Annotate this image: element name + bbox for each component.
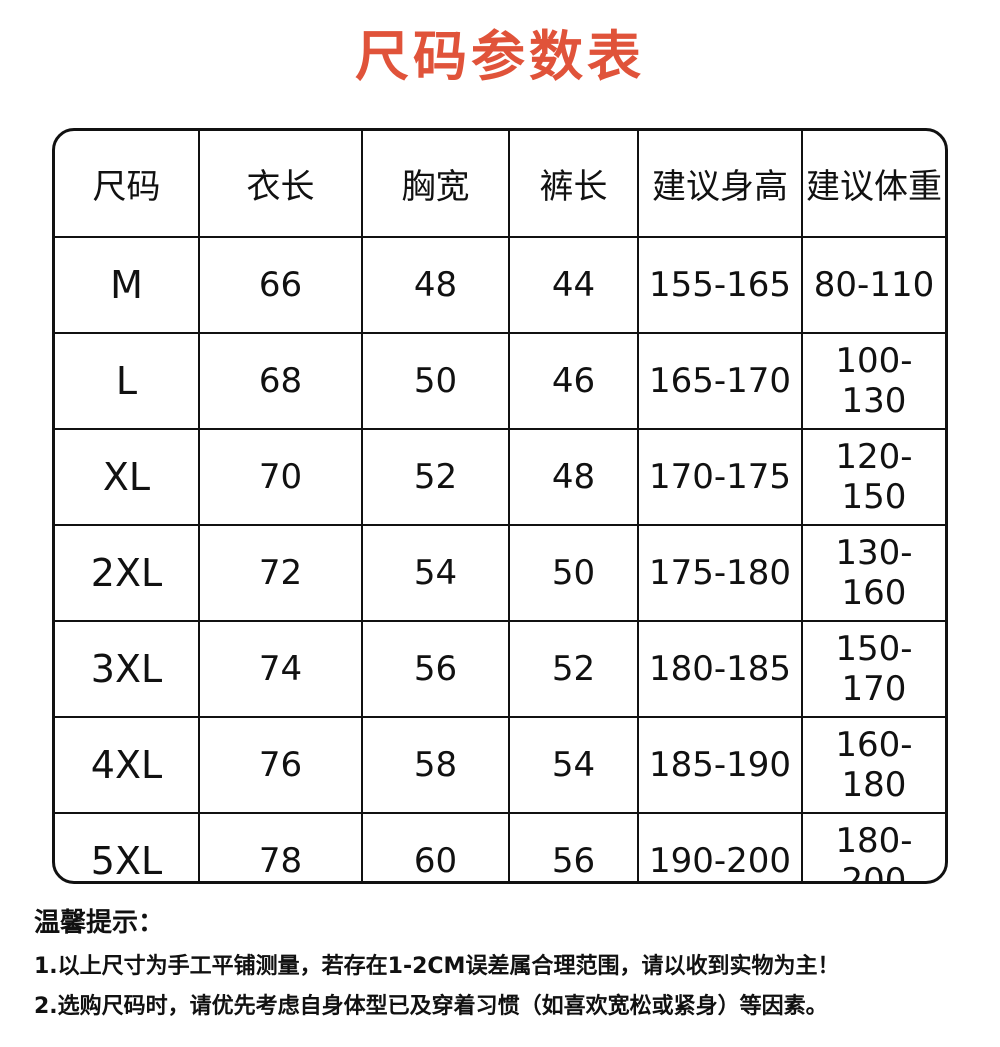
value-cell: 130-160 — [801, 524, 945, 622]
value-cell: 58 — [361, 716, 510, 814]
value-cell: 48 — [508, 428, 639, 526]
header-cell: 建议身高 — [637, 131, 803, 238]
value-cell: 80-110 — [801, 236, 945, 334]
size-cell: 5XL — [55, 812, 200, 881]
size-cell: L — [55, 332, 200, 430]
size-cell: XL — [55, 428, 200, 526]
value-cell: 54 — [361, 524, 510, 622]
size-cell: 3XL — [55, 620, 200, 718]
value-cell: 100-130 — [801, 332, 945, 430]
size-cell: 2XL — [55, 524, 200, 622]
table-row: L 68 50 46 165-170 100-130 — [55, 332, 945, 430]
value-cell: 56 — [508, 812, 639, 881]
header-cell: 裤长 — [508, 131, 639, 238]
size-table: 尺码 衣长 胸宽 裤长 建议身高 建议体重 M 66 48 44 155-165 80-1… — [52, 128, 948, 884]
value-cell: 44 — [508, 236, 639, 334]
header-cell: 尺码 — [55, 131, 200, 238]
value-cell: 46 — [508, 332, 639, 430]
value-cell: 180-200 — [801, 812, 945, 881]
value-cell: 68 — [198, 332, 363, 430]
value-cell: 76 — [198, 716, 363, 814]
value-cell: 48 — [361, 236, 510, 334]
value-cell: 185-190 — [637, 716, 803, 814]
value-cell: 74 — [198, 620, 363, 718]
value-cell: 175-180 — [637, 524, 803, 622]
value-cell: 60 — [361, 812, 510, 881]
value-cell: 56 — [361, 620, 510, 718]
header-cell: 衣长 — [198, 131, 363, 238]
value-cell: 52 — [361, 428, 510, 526]
value-cell: 54 — [508, 716, 639, 814]
note-item: 1.以上尺寸为手工平铺测量，若存在1-2CM误差属合理范围，请以收到实物为主！ — [34, 954, 840, 979]
note-item: 2.选购尺码时，请优先考虑自身体型已及穿着习惯（如喜欢宽松或紧身）等因素。 — [34, 994, 828, 1019]
notes-section: 温馨提示： 1.以上尺寸为手工平铺测量，若存在1-2CM误差属合理范围，请以收到… — [34, 902, 839, 1027]
size-cell: M — [55, 236, 200, 334]
table-row: 3XL 74 56 52 180-185 150-170 — [55, 620, 945, 718]
table-row: M 66 48 44 155-165 80-110 — [55, 236, 945, 334]
page-title: 尺码参数表 — [355, 25, 645, 88]
value-cell: 190-200 — [637, 812, 803, 881]
value-cell: 120-150 — [801, 428, 945, 526]
value-cell: 170-175 — [637, 428, 803, 526]
header-cell: 胸宽 — [361, 131, 510, 238]
value-cell: 160-180 — [801, 716, 945, 814]
notes-title: 温馨提示： — [34, 908, 165, 938]
table-row: 2XL 72 54 50 175-180 130-160 — [55, 524, 945, 622]
value-cell: 180-185 — [637, 620, 803, 718]
value-cell: 78 — [198, 812, 363, 881]
value-cell: 72 — [198, 524, 363, 622]
value-cell: 70 — [198, 428, 363, 526]
table-row: 4XL 76 58 54 185-190 160-180 — [55, 716, 945, 814]
size-cell: 4XL — [55, 716, 200, 814]
value-cell: 52 — [508, 620, 639, 718]
table-row: XL 70 52 48 170-175 120-150 — [55, 428, 945, 526]
table-header-row: 尺码 衣长 胸宽 裤长 建议身高 建议体重 — [55, 131, 945, 238]
value-cell: 150-170 — [801, 620, 945, 718]
table-row: 5XL 78 60 56 190-200 180-200 — [55, 812, 945, 881]
value-cell: 165-170 — [637, 332, 803, 430]
value-cell: 50 — [361, 332, 510, 430]
value-cell: 50 — [508, 524, 639, 622]
value-cell: 66 — [198, 236, 363, 334]
header-cell: 建议体重 — [801, 131, 945, 238]
value-cell: 155-165 — [637, 236, 803, 334]
